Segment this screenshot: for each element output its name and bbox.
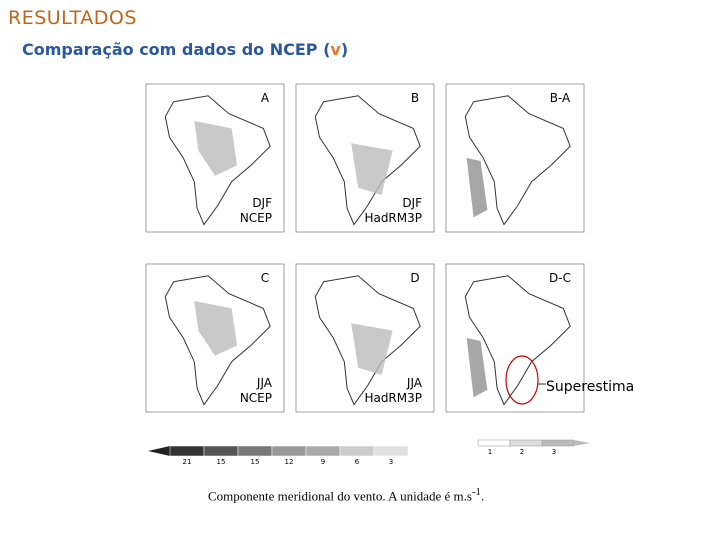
panel-source: HadRM3P bbox=[364, 211, 422, 225]
colorbar-label: 12 bbox=[285, 458, 294, 466]
shaded-region bbox=[466, 158, 488, 218]
colorbar-arrow bbox=[148, 446, 170, 456]
shaded-region bbox=[194, 121, 238, 176]
caption-superscript: -1 bbox=[471, 486, 481, 498]
shaded-region bbox=[194, 301, 238, 356]
colorbar-cell bbox=[305, 445, 341, 457]
colorbar-cell bbox=[541, 439, 575, 447]
panel-label: B bbox=[411, 91, 419, 105]
subtitle-variable: v bbox=[330, 40, 341, 59]
caption-text: . bbox=[480, 488, 485, 504]
shaded-region bbox=[466, 338, 488, 398]
colorbar-arrow bbox=[574, 440, 590, 446]
caption-text: Componente meridional do vento. A unidad… bbox=[208, 488, 472, 504]
shaded-region bbox=[351, 143, 393, 195]
panel-season: JJA bbox=[406, 376, 423, 390]
panel-season: DJF bbox=[252, 196, 272, 210]
subtitle: Comparação com dados do NCEP (v) bbox=[22, 40, 348, 59]
panel-label: D bbox=[410, 271, 419, 285]
panel-source: NCEP bbox=[240, 211, 272, 225]
colorbar-label: 3 bbox=[552, 448, 556, 456]
colorbar-cell bbox=[169, 445, 205, 457]
colorbar-label: 1 bbox=[488, 448, 492, 456]
colorbar-label: 9 bbox=[321, 458, 325, 466]
continent bbox=[464, 275, 571, 406]
colorbar-label: 21 bbox=[183, 458, 192, 466]
panel-label: D-C bbox=[549, 271, 571, 285]
colorbar-label: 3 bbox=[389, 458, 393, 466]
colorbar-label: 6 bbox=[355, 458, 360, 466]
panel-season: DJF bbox=[402, 196, 422, 210]
panel-label: A bbox=[261, 91, 270, 105]
panel-label: B-A bbox=[550, 91, 571, 105]
panel-label: C bbox=[261, 271, 269, 285]
colorbar-cell bbox=[271, 445, 307, 457]
colorbar-label: 2 bbox=[520, 448, 524, 456]
highlight-ellipse bbox=[505, 355, 539, 405]
subtitle-text: Comparação com dados do NCEP ( bbox=[22, 40, 331, 59]
colorbar-label: 15 bbox=[251, 458, 260, 466]
colorbar-cell bbox=[509, 439, 543, 447]
colorbar-cell bbox=[237, 445, 273, 457]
continent bbox=[464, 95, 571, 226]
annotation: Superestima bbox=[546, 379, 634, 395]
colorbar-label: 15 bbox=[217, 458, 226, 466]
subtitle-text: ) bbox=[340, 40, 349, 59]
colorbar-cell bbox=[203, 445, 239, 457]
title: RESULTADOS bbox=[8, 7, 137, 29]
shaded-region bbox=[351, 323, 393, 375]
panel-source: HadRM3P bbox=[364, 391, 422, 405]
panel-season: JJA bbox=[256, 376, 273, 390]
panel-source: NCEP bbox=[240, 391, 272, 405]
colorbar-cell bbox=[373, 445, 409, 457]
colorbar-cell bbox=[477, 439, 511, 447]
colorbar-cell bbox=[339, 445, 375, 457]
caption: Componente meridional do vento. A unidad… bbox=[208, 486, 484, 504]
